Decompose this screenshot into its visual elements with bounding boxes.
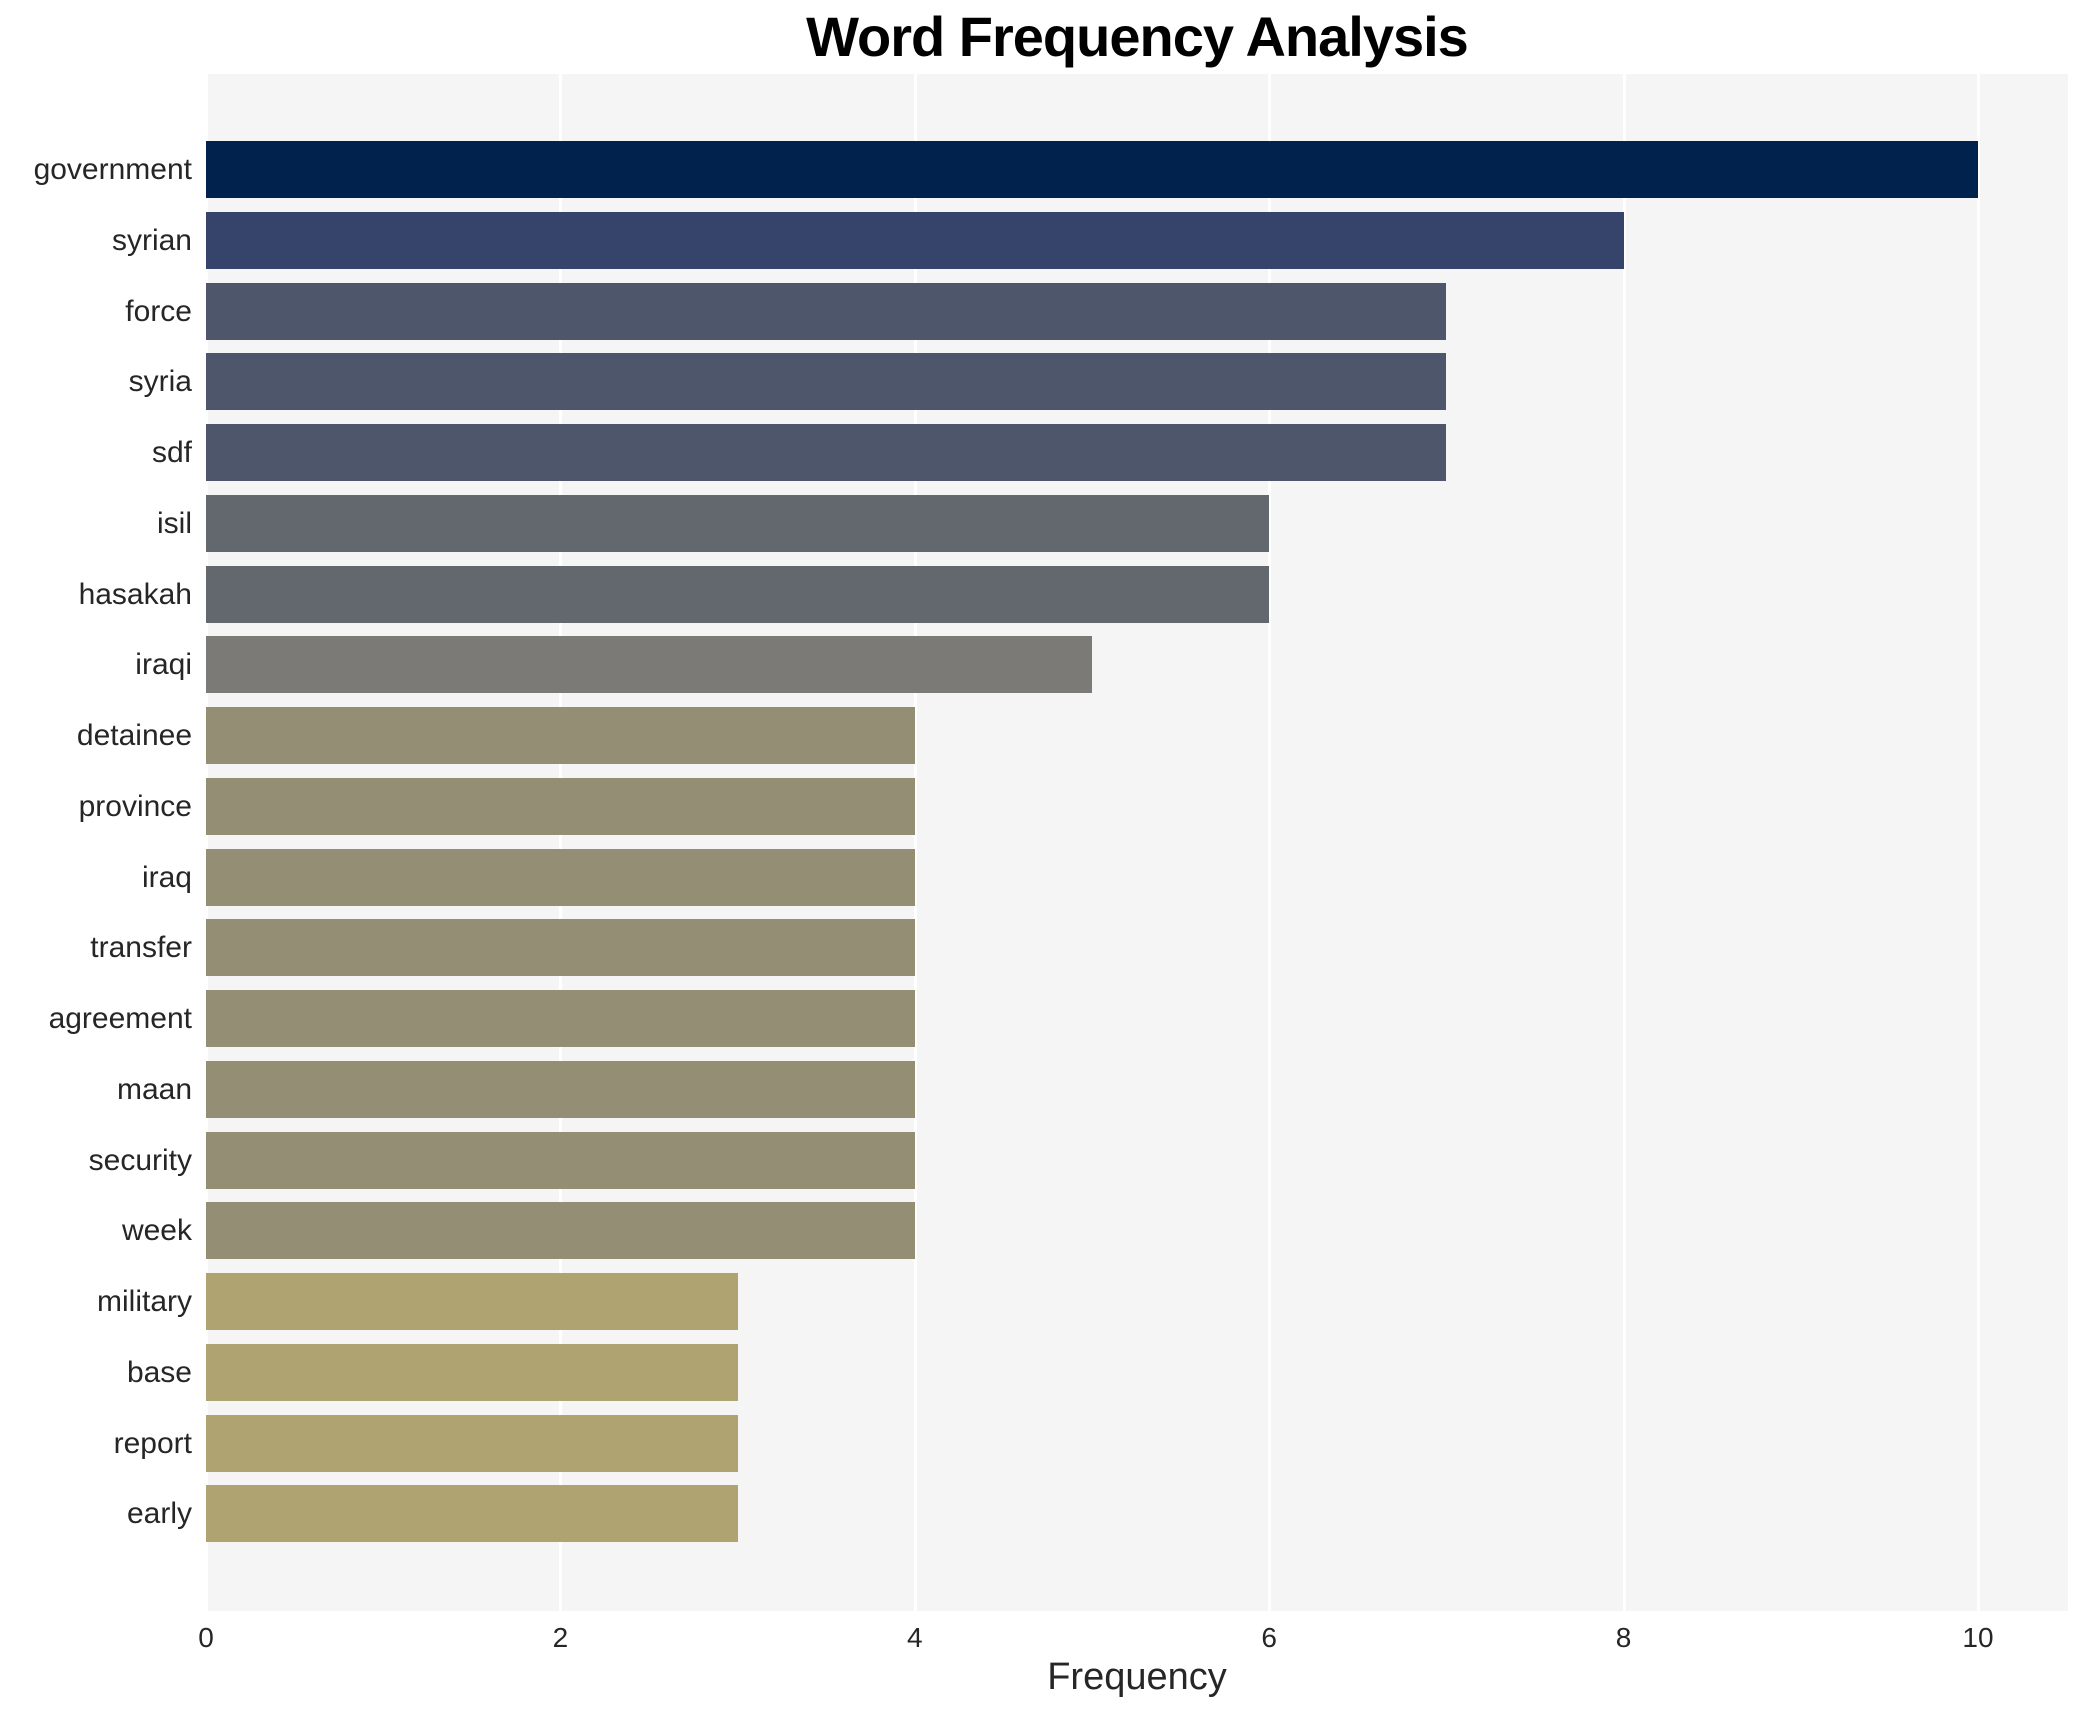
gridline-x-10 [1977, 74, 1980, 1611]
gridline-x-0 [205, 74, 208, 1611]
gridline-x-4 [913, 74, 917, 1611]
y-label-hasakah: hasakah [78, 577, 192, 611]
y-label-syria: syria [128, 365, 192, 399]
x-tick-6: 6 [1261, 1622, 1277, 1653]
chart-title: Word Frequency Analysis [806, 5, 1469, 68]
y-label-early: early [126, 1497, 192, 1531]
gridline-x-8 [1622, 74, 1626, 1611]
y-label-transfer: transfer [90, 931, 192, 965]
bar-syrian [206, 211, 1624, 269]
y-label-province: province [78, 789, 192, 823]
bar-security [206, 1131, 915, 1189]
x-tick-0: 0 [198, 1622, 214, 1653]
bar-report [206, 1414, 738, 1472]
bar-sdf [206, 424, 1447, 481]
y-label-detainee: detainee [76, 719, 192, 752]
y-label-sdf: sdf [151, 436, 192, 469]
bar-iraqi [206, 636, 1092, 694]
y-label-security: security [88, 1143, 192, 1177]
y-label-iraqi: iraqi [135, 648, 192, 682]
bar-force [206, 282, 1447, 340]
bar-transfer [206, 919, 915, 977]
x-tick-2: 2 [552, 1622, 569, 1653]
bar-agreement [206, 990, 915, 1047]
x-axis-title: Frequency [1047, 1656, 1227, 1698]
bar-isil [206, 494, 1270, 552]
x-tick-4: 4 [907, 1622, 923, 1653]
x-tick-10: 10 [1962, 1622, 1994, 1653]
bar-province [206, 777, 915, 835]
bar-military [206, 1273, 738, 1330]
y-label-iraq: iraq [141, 860, 192, 894]
y-label-syrian: syrian [111, 223, 192, 257]
bar-detainee [206, 707, 915, 764]
bar-hasakah [206, 565, 1270, 623]
bar-week [206, 1202, 915, 1260]
y-label-week: week [121, 1214, 192, 1248]
y-label-isil: isil [157, 506, 192, 540]
bar-base [206, 1343, 738, 1401]
bar-early [206, 1485, 738, 1543]
bar-iraq [206, 848, 915, 906]
y-label-base: base [126, 1355, 192, 1389]
y-label-military: military [97, 1285, 192, 1318]
y-label-maan: maan [116, 1072, 192, 1106]
y-label-government: government [33, 153, 192, 186]
bar-government [206, 141, 1978, 198]
plot-area [205, 74, 2068, 1611]
bar-maan [206, 1060, 915, 1118]
bar-syria [206, 353, 1447, 411]
x-tick-8: 8 [1615, 1622, 1632, 1653]
y-label-report: report [113, 1426, 192, 1460]
y-label-agreement: agreement [48, 1002, 192, 1035]
y-label-force: force [125, 294, 192, 328]
gridline-x-2 [559, 74, 563, 1611]
gridline-x-6 [1268, 74, 1272, 1611]
